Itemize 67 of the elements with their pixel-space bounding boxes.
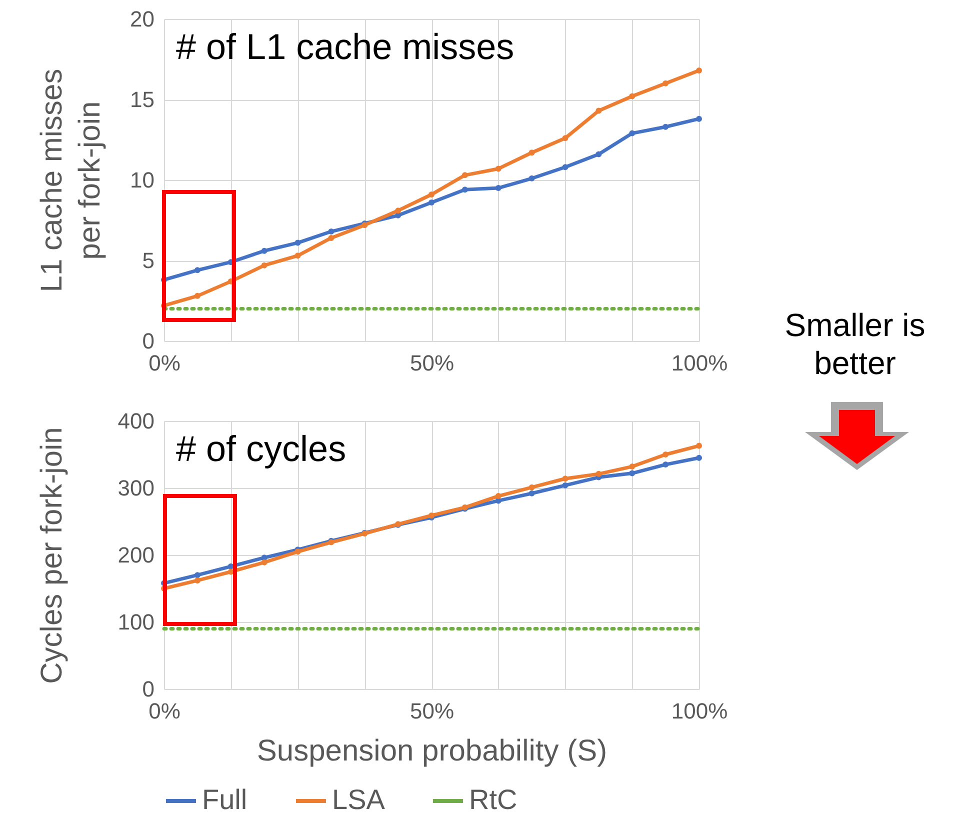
point — [194, 577, 200, 584]
point — [495, 493, 502, 500]
point — [261, 248, 268, 254]
point — [528, 150, 535, 156]
y-tick-label: 15 — [130, 87, 154, 112]
x-axis-title: Suspension probability (S) — [256, 734, 608, 768]
point — [562, 164, 568, 170]
point — [562, 482, 568, 488]
point — [328, 234, 334, 241]
y-tick-label: 200 — [118, 542, 154, 568]
y-axis-title: Cycles per fork-join — [36, 427, 68, 684]
x-tick-label: 50% — [410, 698, 454, 724]
point — [428, 191, 434, 198]
point — [194, 572, 200, 578]
point — [395, 208, 402, 214]
y-tick-label: 400 — [118, 408, 154, 434]
point — [194, 267, 200, 274]
x-tick-label: 100% — [671, 350, 728, 376]
point — [462, 172, 468, 178]
point — [194, 292, 200, 299]
y-tick-label: 300 — [118, 476, 154, 500]
point — [596, 470, 602, 477]
text: Smaller is better — [784, 306, 926, 382]
x-tick-label: 100% — [671, 698, 728, 724]
point — [629, 470, 636, 476]
point — [562, 135, 568, 142]
point — [294, 252, 301, 259]
point — [662, 452, 669, 458]
point — [696, 454, 702, 461]
point — [462, 186, 468, 193]
legend-label: LSA — [332, 784, 386, 815]
point — [696, 116, 702, 122]
point — [294, 240, 301, 246]
point — [328, 228, 334, 235]
point — [629, 130, 636, 136]
y-tick-label: 5 — [142, 248, 154, 273]
chart-title: # of L1 cache misses — [176, 26, 514, 67]
y-tick-label: 10 — [130, 168, 154, 192]
point — [528, 175, 535, 182]
x-tick-label: 50% — [410, 350, 454, 376]
point — [696, 68, 702, 74]
chart-title: # of cycles — [176, 428, 346, 469]
point — [662, 462, 669, 468]
y-axis-title: L1 cache misses per fork-join — [36, 68, 106, 292]
point — [596, 108, 602, 114]
y-tick-label: 100 — [118, 610, 154, 634]
y-tick-label: 20 — [130, 6, 154, 32]
point — [495, 166, 502, 172]
point — [662, 80, 669, 86]
point — [629, 464, 636, 470]
x-tick-label: 0% — [148, 698, 180, 724]
y-tick-label: 0 — [142, 328, 154, 354]
point — [261, 559, 268, 566]
point — [261, 262, 268, 268]
point — [428, 200, 434, 206]
point — [696, 442, 702, 449]
x-tick-label: 0% — [148, 350, 180, 376]
point — [596, 151, 602, 158]
point — [528, 484, 535, 490]
y-tick-label: 0 — [142, 676, 154, 702]
point — [662, 124, 669, 130]
point — [562, 476, 568, 482]
legend-label: RtC — [469, 784, 518, 815]
point — [528, 490, 535, 496]
legend-label: Full — [202, 784, 248, 815]
point — [629, 93, 636, 100]
point — [495, 185, 502, 192]
